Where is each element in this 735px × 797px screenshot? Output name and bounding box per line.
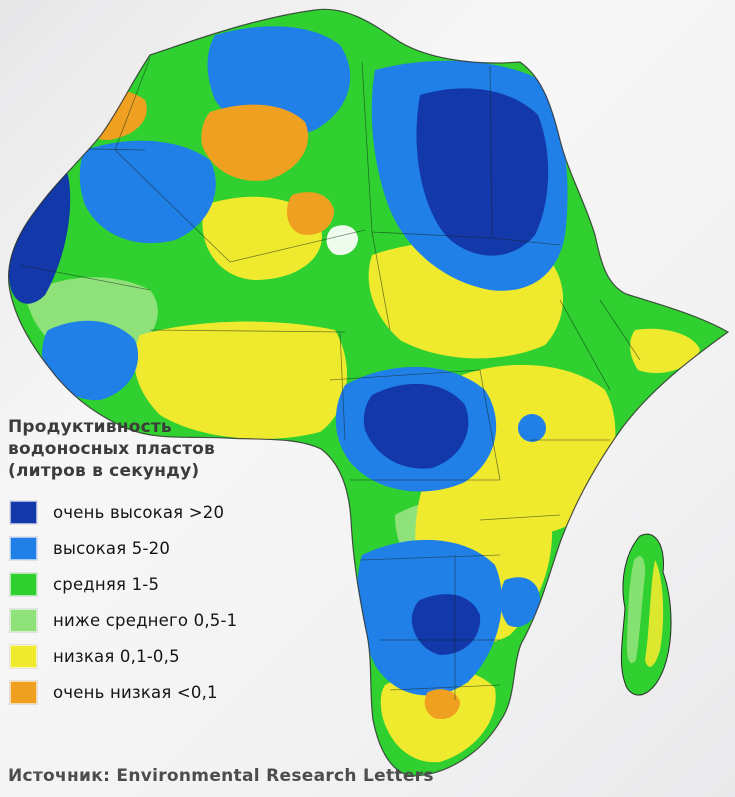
legend-swatch-low xyxy=(10,644,37,668)
legend-label: очень высокая >20 xyxy=(53,502,225,522)
legend-swatch-medium xyxy=(10,572,37,596)
legend-label: очень низкая <0,1 xyxy=(53,682,218,702)
legend-swatch-below-medium xyxy=(10,608,37,632)
legend-label: средняя 1-5 xyxy=(53,574,160,594)
source-caption: Источник: Environmental Research Letters xyxy=(8,766,434,786)
legend-item-very-low: очень низкая <0,1 xyxy=(8,674,338,710)
legend-item-below-medium: ниже среднего 0,5-1 xyxy=(8,602,338,638)
legend-label: высокая 5-20 xyxy=(53,538,171,558)
map-legend: Продуктивность водоносных пластов (литро… xyxy=(8,416,338,710)
legend-title: Продуктивность водоносных пластов (литро… xyxy=(8,416,338,482)
legend-title-line: Продуктивность xyxy=(8,417,172,437)
legend-label: низкая 0,1-0,5 xyxy=(53,646,180,666)
legend-label: ниже среднего 0,5-1 xyxy=(53,610,238,630)
legend-item-low: низкая 0,1-0,5 xyxy=(8,638,338,674)
legend-swatch-high xyxy=(10,536,37,560)
madagascar-island xyxy=(620,533,672,696)
legend-title-line: водоносных пластов xyxy=(8,439,215,459)
continent-outline xyxy=(7,8,730,777)
legend-item-medium: средняя 1-5 xyxy=(8,566,338,602)
legend-swatch-very-high xyxy=(10,500,37,524)
country-borders xyxy=(19,57,641,700)
legend-item-high: высокая 5-20 xyxy=(8,530,338,566)
legend-item-very-high: очень высокая >20 xyxy=(8,494,338,530)
legend-title-line: (литров в секунду) xyxy=(8,461,200,481)
legend-swatch-very-low xyxy=(10,680,37,704)
